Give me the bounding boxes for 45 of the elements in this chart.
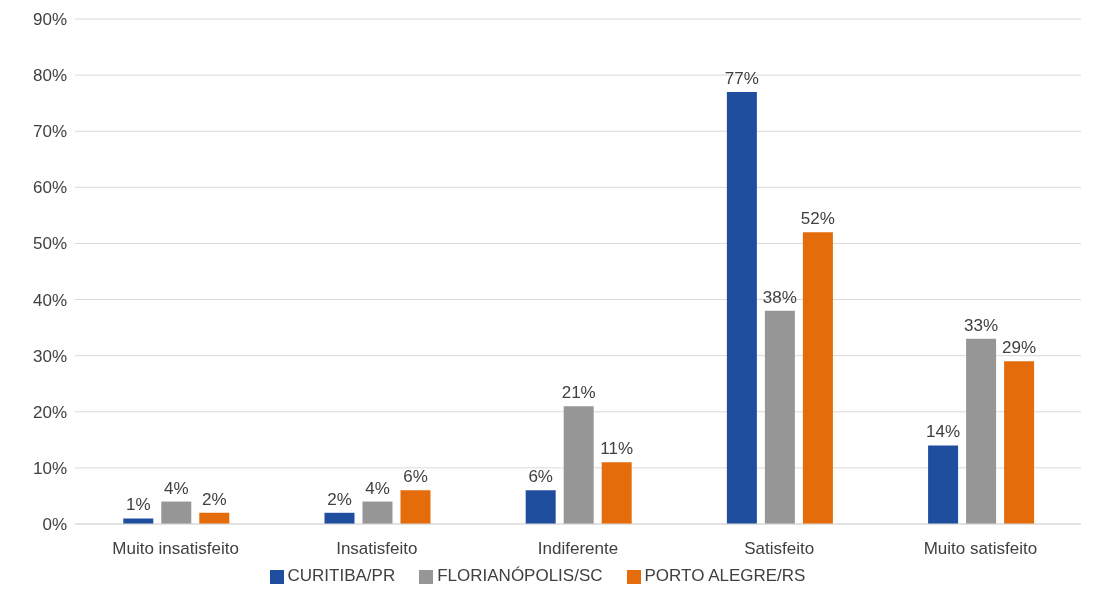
bar xyxy=(966,338,997,524)
y-tick-label: 80% xyxy=(32,66,67,86)
bar xyxy=(601,462,632,524)
x-tick-label: Muito satisfeito xyxy=(923,539,1038,559)
data-label: 2% xyxy=(327,489,352,509)
bar xyxy=(400,490,431,524)
data-label: 6% xyxy=(403,467,428,487)
data-label: 2% xyxy=(202,489,227,509)
x-tick-label: Muito insatisfeito xyxy=(112,539,239,559)
legend-label: CURITIBA/PR xyxy=(287,566,396,585)
bar xyxy=(928,445,959,524)
data-label: 33% xyxy=(964,315,999,335)
y-tick-label: 90% xyxy=(32,10,67,30)
y-tick-label: 40% xyxy=(32,290,67,310)
y-tick-label: 10% xyxy=(32,458,67,478)
data-label: 38% xyxy=(762,287,797,307)
bar xyxy=(726,91,757,524)
bar xyxy=(525,490,556,524)
data-label: 29% xyxy=(1002,338,1037,358)
legend-label: FLORIANÓPOLIS/SC xyxy=(437,566,603,585)
data-label: 4% xyxy=(164,478,189,498)
data-label: 21% xyxy=(561,383,596,403)
y-tick-label: 30% xyxy=(32,346,67,366)
bar xyxy=(1004,361,1035,524)
bar xyxy=(764,310,795,524)
y-tick-label: 50% xyxy=(32,234,67,254)
bar xyxy=(161,501,192,524)
data-label: 14% xyxy=(926,422,961,442)
x-tick-label: Satisfeito xyxy=(744,539,815,559)
bar xyxy=(563,406,594,524)
y-tick-label: 20% xyxy=(32,402,67,422)
data-label: 77% xyxy=(724,68,759,88)
bar xyxy=(802,232,833,524)
y-tick-label: 60% xyxy=(32,178,67,198)
legend-label: PORTO ALEGRE/RS xyxy=(644,566,806,585)
data-label: 6% xyxy=(528,467,553,487)
y-tick-label: 70% xyxy=(32,122,67,142)
y-tick-label: 0% xyxy=(42,515,67,535)
data-label: 4% xyxy=(365,478,390,498)
data-label: 11% xyxy=(600,439,634,459)
data-label: 1% xyxy=(126,495,151,515)
data-label: 52% xyxy=(800,209,835,229)
bar xyxy=(362,501,393,524)
x-tick-label: Indiferente xyxy=(537,539,619,559)
x-tick-label: Insatisfeito xyxy=(336,539,418,559)
